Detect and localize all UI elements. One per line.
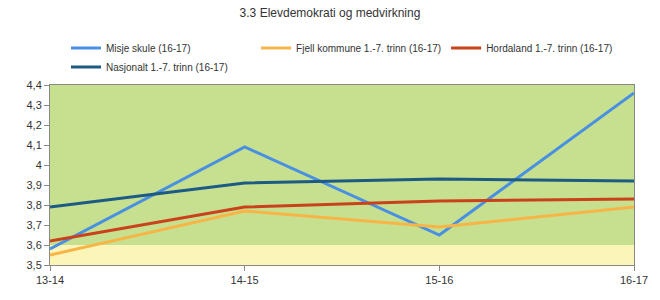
svg-text:3,5: 3,5 bbox=[27, 259, 42, 271]
svg-text:Hordaland 1.-7. trinn (16-17): Hordaland 1.-7. trinn (16-17) bbox=[486, 43, 612, 54]
svg-text:4,2: 4,2 bbox=[27, 119, 42, 131]
svg-text:14-15: 14-15 bbox=[231, 274, 259, 286]
svg-text:Nasjonalt 1.-7. trinn (16-17): Nasjonalt 1.-7. trinn (16-17) bbox=[106, 62, 228, 73]
svg-text:Misje skule (16-17): Misje skule (16-17) bbox=[106, 43, 190, 54]
svg-text:4: 4 bbox=[36, 159, 42, 171]
svg-text:3,8: 3,8 bbox=[27, 199, 42, 211]
svg-text:13-14: 13-14 bbox=[36, 274, 64, 286]
svg-text:15-16: 15-16 bbox=[425, 274, 453, 286]
svg-text:Fjell kommune 1.-7. trinn (16-: Fjell kommune 1.-7. trinn (16-17) bbox=[296, 43, 441, 54]
svg-text:16-17: 16-17 bbox=[620, 274, 648, 286]
svg-text:3,7: 3,7 bbox=[27, 219, 42, 231]
svg-text:4,4: 4,4 bbox=[27, 79, 42, 91]
svg-text:3.3 Elevdemokrati og medvirkni: 3.3 Elevdemokrati og medvirkning bbox=[240, 6, 421, 20]
svg-text:4,1: 4,1 bbox=[27, 139, 42, 151]
svg-text:3,6: 3,6 bbox=[27, 239, 42, 251]
svg-text:4,3: 4,3 bbox=[27, 99, 42, 111]
svg-text:3,9: 3,9 bbox=[27, 179, 42, 191]
